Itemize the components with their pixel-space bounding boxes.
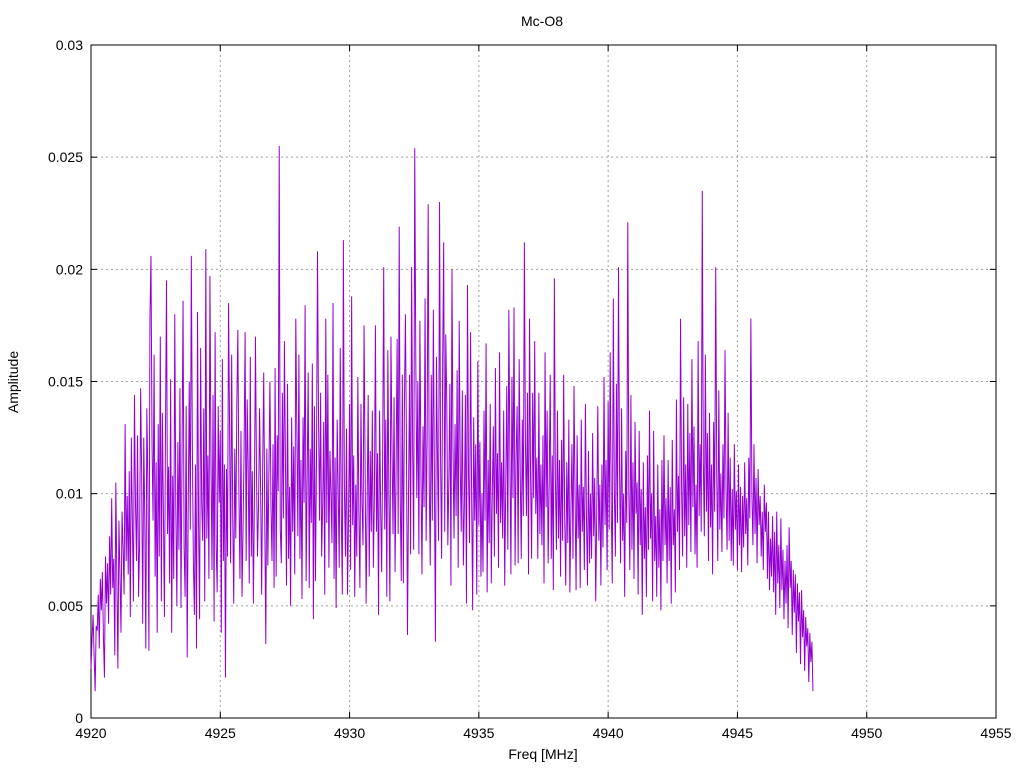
y-tick-label: 0.02 bbox=[56, 261, 83, 277]
chart-title: Mc-O8 bbox=[521, 13, 563, 29]
x-tick-label: 4955 bbox=[980, 725, 1011, 741]
y-tick-label: 0.025 bbox=[48, 149, 83, 165]
y-tick-label: 0.015 bbox=[48, 374, 83, 390]
x-tick-label: 4940 bbox=[593, 725, 624, 741]
x-axis-label: Freq [MHz] bbox=[508, 746, 577, 762]
y-tick-label: 0.01 bbox=[56, 486, 83, 502]
x-tick-label: 4935 bbox=[463, 725, 494, 741]
ticks bbox=[90, 44, 997, 719]
y-axis-label: Amplitude bbox=[5, 351, 21, 413]
grid bbox=[91, 45, 996, 718]
x-tick-label: 4930 bbox=[334, 725, 365, 741]
y-tick-label: 0.005 bbox=[48, 598, 83, 614]
x-tick-labels: 4920 4925 4930 4935 4940 4945 4950 4955 bbox=[75, 725, 1011, 741]
y-tick-label: 0 bbox=[75, 710, 83, 726]
x-tick-label: 4920 bbox=[75, 725, 106, 741]
y-tick-labels: 0 0.005 0.01 0.015 0.02 0.025 0.03 bbox=[48, 37, 83, 726]
x-tick-label: 4950 bbox=[851, 725, 882, 741]
x-tick-label: 4925 bbox=[205, 725, 236, 741]
series-line bbox=[90, 145, 814, 692]
y-tick-label: 0.03 bbox=[56, 37, 83, 53]
x-tick-label: 4945 bbox=[722, 725, 753, 741]
